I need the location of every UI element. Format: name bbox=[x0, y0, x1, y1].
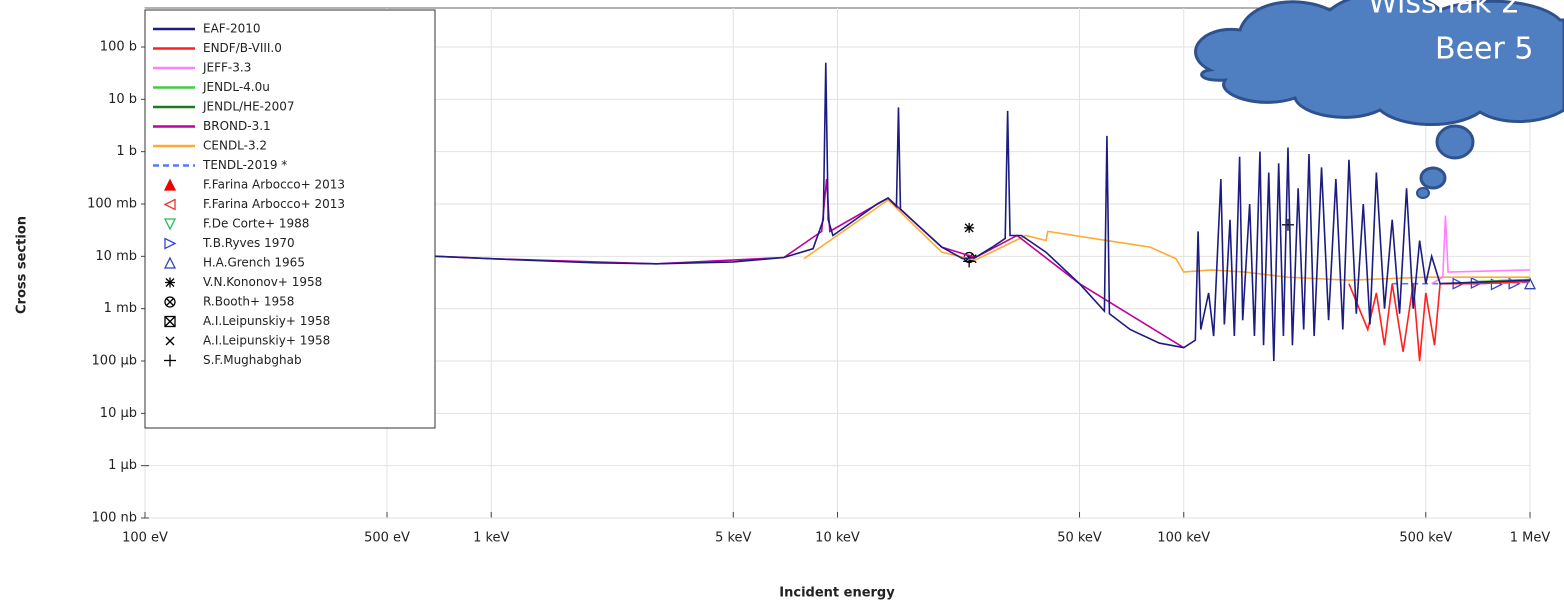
marker bbox=[964, 222, 975, 233]
marker bbox=[163, 256, 177, 269]
x-tick-label: 10 keV bbox=[815, 531, 860, 546]
legend-label: R.Booth+ 1958 bbox=[203, 295, 294, 309]
cloud-bubble bbox=[1419, 166, 1447, 190]
cloud: Wisshak 2 Beer 5 bbox=[1194, 0, 1564, 199]
marker-shape bbox=[163, 256, 177, 269]
marker bbox=[1523, 277, 1537, 290]
y-axis-title: Cross section bbox=[15, 216, 30, 314]
y-tick-label: 10 b bbox=[108, 92, 137, 107]
legend-label: TENDL-2019 * bbox=[202, 158, 287, 172]
legend-label: BROND-3.1 bbox=[203, 119, 271, 133]
x-axis-title: Incident energy bbox=[779, 586, 895, 601]
x-tick-label: 1 MeV bbox=[1510, 531, 1551, 546]
legend-label: JENDL-4.0u bbox=[202, 80, 270, 94]
annotation: Wisshak 2 bbox=[1368, 0, 1520, 21]
x-tick-label: 500 eV bbox=[364, 531, 410, 546]
cloud-bubble bbox=[1416, 187, 1430, 199]
x-tick-label: 5 keV bbox=[715, 531, 751, 546]
marker-shape bbox=[164, 237, 177, 250]
x-tick-label: 1 keV bbox=[473, 531, 509, 546]
marker bbox=[164, 315, 176, 328]
legend: EAF-2010 ENDF/B-VIII.0 JEFF-3.3 JENDL-4.0u J… bbox=[144, 9, 436, 429]
legend-label: V.N.Kononov+ 1958 bbox=[203, 275, 322, 289]
marker-stroke bbox=[165, 336, 175, 346]
legend-label: S.F.Mughabghab bbox=[203, 353, 302, 367]
marker-shape bbox=[164, 296, 176, 308]
marker bbox=[163, 218, 177, 231]
x-tick-label: 100 keV bbox=[1157, 531, 1210, 546]
marker-shape bbox=[163, 218, 177, 231]
cloud-shape bbox=[1194, 0, 1564, 127]
legend-label: F.Farina Arbocco+ 2013 bbox=[203, 197, 345, 211]
series-line bbox=[144, 62, 1531, 362]
legend-box bbox=[144, 9, 436, 429]
marker-stroke bbox=[164, 316, 176, 327]
y-tick-label: 1 µb bbox=[108, 458, 137, 473]
marker-shape bbox=[1523, 277, 1537, 290]
x-tick-label: 100 eV bbox=[122, 531, 168, 546]
legend-label: A.I.Leipunskiy+ 1958 bbox=[203, 314, 330, 328]
marker-stroke bbox=[166, 298, 174, 306]
legend-label: F.Farina Arbocco+ 2013 bbox=[203, 178, 345, 192]
legend-label: JENDL/HE-2007 bbox=[202, 100, 295, 114]
legend-label: CENDL-3.2 bbox=[203, 139, 267, 153]
x-tick-label: 500 keV bbox=[1399, 531, 1452, 546]
legend-label: ENDF/B-VIII.0 bbox=[203, 41, 282, 55]
marker bbox=[163, 198, 176, 211]
marker-shape bbox=[163, 178, 177, 191]
marker-shape bbox=[164, 315, 176, 328]
legend-label: EAF-2010 bbox=[203, 22, 261, 36]
marker bbox=[163, 178, 177, 191]
legend-label: T.B.Ryves 1970 bbox=[202, 236, 295, 250]
annotation: Beer 5 bbox=[1435, 32, 1533, 67]
y-tick-label: 100 µb bbox=[92, 353, 137, 368]
cloud-bubble bbox=[1435, 124, 1475, 160]
plot bbox=[144, 62, 1537, 362]
marker bbox=[1281, 218, 1294, 231]
legend-label: F.De Corte+ 1988 bbox=[203, 217, 309, 231]
y-tick-label: 100 mb bbox=[87, 196, 137, 211]
marker-shape bbox=[163, 198, 176, 211]
legend-label: JEFF-3.3 bbox=[202, 61, 251, 75]
marker-stroke bbox=[964, 223, 974, 233]
marker bbox=[165, 277, 175, 288]
marker-stroke bbox=[165, 278, 175, 287]
y-tick-label: 1 mb bbox=[104, 301, 137, 316]
y-tick-label: 10 mb bbox=[95, 249, 137, 264]
series-line bbox=[803, 198, 1530, 281]
y-tick-label: 10 µb bbox=[100, 406, 137, 421]
x-tick-label: 50 keV bbox=[1057, 531, 1102, 546]
marker bbox=[164, 237, 177, 250]
legend-label: A.I.Leipunskiy+ 1958 bbox=[203, 334, 330, 348]
legend-label: H.A.Grench 1965 bbox=[203, 256, 305, 270]
marker bbox=[164, 296, 176, 308]
y-tick-label: 100 nb bbox=[92, 511, 137, 526]
marker bbox=[165, 336, 175, 346]
y-tick-label: 100 b bbox=[100, 39, 137, 54]
marker bbox=[164, 354, 176, 367]
y-tick-label: 1 b bbox=[116, 144, 137, 159]
